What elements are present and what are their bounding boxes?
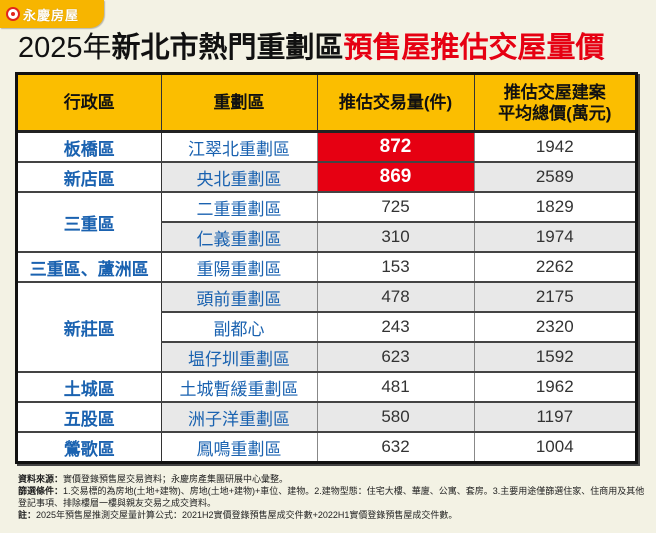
table-row: 塭仔圳重劃區 623 1592 bbox=[18, 342, 635, 373]
title-highlight: 預售屋推估交屋量價 bbox=[343, 32, 605, 64]
page-title: 2025年新北市熱門重劃區預售屋推估交屋量價 bbox=[18, 30, 605, 66]
footnote-note: 註：2025年預售屋推測交屋量計算公式：2021H2實價登錄預售屋成交件數+20… bbox=[18, 510, 458, 520]
cell-volume: 725 bbox=[317, 192, 475, 223]
header-zone: 重劃區 bbox=[161, 75, 318, 133]
header-avg-price-line1: 推估交屋建案 bbox=[503, 82, 606, 102]
brand-logo-icon bbox=[6, 7, 20, 21]
table-row: 五股區 洲子洋重劃區 580 1197 bbox=[18, 402, 635, 433]
cell-zone: 土城暫緩重劃區 bbox=[161, 372, 318, 403]
cell-volume-highlight: 872 bbox=[317, 131, 475, 163]
cell-volume: 153 bbox=[317, 252, 475, 283]
cell-avg-price: 2175 bbox=[474, 282, 635, 313]
data-table: 行政區 重劃區 推估交易量(件) 推估交屋建案 平均總價(萬元) 板橋區 江翠北… bbox=[15, 72, 638, 464]
cell-avg-price: 1004 bbox=[474, 432, 635, 461]
cell-zone: 塭仔圳重劃區 bbox=[161, 342, 318, 373]
footnote-source: 資料來源：實價登錄預售屋交易資料；永慶房產集團研展中心彙整。 bbox=[18, 474, 289, 484]
cell-district: 板橋區 bbox=[18, 131, 162, 163]
table-row: 新莊區 頭前重劃區 478 2175 bbox=[18, 282, 635, 373]
table-row: 仁義重劃區 310 1974 bbox=[18, 222, 635, 253]
brand-logo-text: 永慶房屋 bbox=[23, 7, 80, 23]
cell-avg-price: 2589 bbox=[474, 162, 635, 193]
footnote-filter: 篩選條件：1.交易標的為房地(土地+建物)、房地(土地+建物)+車位、建物。2.… bbox=[18, 486, 645, 496]
cell-avg-price: 1962 bbox=[474, 372, 635, 403]
cell-volume: 481 bbox=[317, 372, 475, 403]
cell-volume: 623 bbox=[317, 342, 475, 373]
table-row: 新店區 央北重劃區 869 2589 bbox=[18, 162, 635, 193]
title-subject: 新北市熱門重劃區 bbox=[111, 32, 344, 64]
cell-zone: 重陽重劃區 bbox=[161, 252, 318, 283]
cell-zone: 江翠北重劃區 bbox=[161, 131, 318, 163]
cell-district: 新店區 bbox=[18, 162, 162, 193]
cell-volume: 478 bbox=[317, 282, 475, 313]
cell-volume: 632 bbox=[317, 432, 475, 461]
cell-avg-price: 1942 bbox=[474, 131, 635, 163]
cell-zone: 央北重劃區 bbox=[161, 162, 318, 193]
cell-zone: 仁義重劃區 bbox=[161, 222, 318, 253]
cell-zone: 頭前重劃區 bbox=[161, 282, 318, 313]
cell-district: 新莊區 bbox=[18, 282, 162, 373]
header-volume: 推估交易量(件) bbox=[317, 75, 475, 133]
cell-zone: 副都心 bbox=[161, 312, 318, 343]
cell-zone: 二重重劃區 bbox=[161, 192, 318, 223]
brand-logo: 永慶房屋 bbox=[0, 0, 104, 28]
table-row: 鶯歌區 鳳鳴重劃區 632 1004 bbox=[18, 432, 635, 461]
cell-volume: 580 bbox=[317, 402, 475, 433]
title-year: 2025年 bbox=[18, 32, 112, 64]
cell-avg-price: 1974 bbox=[474, 222, 635, 253]
cell-zone: 洲子洋重劃區 bbox=[161, 402, 318, 433]
cell-avg-price: 1592 bbox=[474, 342, 635, 373]
cell-district: 鶯歌區 bbox=[18, 432, 162, 461]
cell-avg-price: 1197 bbox=[474, 402, 635, 433]
cell-avg-price: 2262 bbox=[474, 252, 635, 283]
cell-district: 五股區 bbox=[18, 402, 162, 433]
footnote-filter-cont: 登記事項、排除樓層一樓與親友交易之成交資料。 bbox=[18, 498, 217, 508]
header-district: 行政區 bbox=[18, 75, 162, 133]
cell-district: 三重區 bbox=[18, 192, 162, 253]
cell-volume: 310 bbox=[317, 222, 475, 253]
header-avg-price-line2: 平均總價(萬元) bbox=[498, 103, 612, 123]
footnotes: 資料來源：實價登錄預售屋交易資料；永慶房產集團研展中心彙整。 篩選條件：1.交易… bbox=[18, 473, 648, 521]
cell-volume-highlight: 869 bbox=[317, 162, 475, 193]
table-row: 土城區 土城暫緩重劃區 481 1962 bbox=[18, 372, 635, 403]
cell-zone: 鳳鳴重劃區 bbox=[161, 432, 318, 461]
table-row: 三重區 二重重劃區 725 1829 bbox=[18, 192, 635, 253]
cell-district: 土城區 bbox=[18, 372, 162, 403]
table-row: 副都心 243 2320 bbox=[18, 312, 635, 343]
cell-avg-price: 1829 bbox=[474, 192, 635, 223]
cell-avg-price: 2320 bbox=[474, 312, 635, 343]
header-avg-price: 推估交屋建案 平均總價(萬元) bbox=[474, 75, 635, 133]
cell-district: 三重區、蘆洲區 bbox=[18, 252, 162, 283]
table-header-row: 行政區 重劃區 推估交易量(件) 推估交屋建案 平均總價(萬元) bbox=[18, 75, 635, 133]
table-row: 板橋區 江翠北重劃區 872 1942 bbox=[18, 131, 635, 163]
cell-volume: 243 bbox=[317, 312, 475, 343]
table-row: 三重區、蘆洲區 重陽重劃區 153 2262 bbox=[18, 252, 635, 283]
